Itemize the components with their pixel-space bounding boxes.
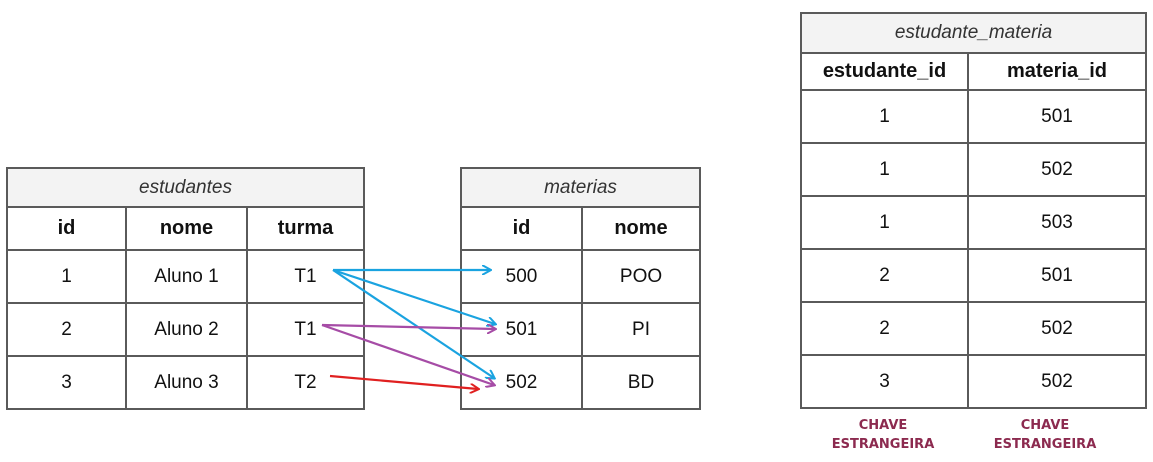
cell-estudante-id: 2	[800, 301, 969, 356]
table-row: 1 Aluno 1 T1	[6, 249, 365, 304]
foreign-key-label-materia-id: CHAVE ESTRANGEIRA	[993, 418, 1097, 452]
table-row: 3 502	[800, 354, 1148, 409]
cell-turma: T2	[246, 355, 365, 410]
table-title: estudantes	[6, 167, 365, 208]
table-row: 1 503	[800, 195, 1148, 250]
cell-nome: Aluno 2	[125, 302, 248, 357]
cell-materia-id: 501	[966, 89, 1148, 144]
estudantes-table: estudantes id nome turma 1 Aluno 1 T1 2 …	[6, 167, 365, 410]
cell-materia-id: 502	[966, 354, 1148, 409]
cell-estudante-id: 1	[800, 142, 969, 197]
cell-id: 3	[6, 355, 127, 410]
cell-turma: T1	[246, 249, 365, 304]
cell-nome: Aluno 3	[125, 355, 248, 410]
cell-estudante-id: 2	[800, 248, 969, 303]
column-header-materia-id: materia_id	[966, 52, 1148, 91]
cell-id: 501	[460, 302, 583, 357]
column-header-id: id	[460, 206, 583, 251]
cell-materia-id: 501	[966, 248, 1148, 303]
table-row: 2 502	[800, 301, 1148, 356]
cell-id: 502	[460, 355, 583, 410]
cell-materia-id: 502	[966, 142, 1148, 197]
cell-turma: T1	[246, 302, 365, 357]
cell-id: 1	[6, 249, 127, 304]
materias-table: materias id nome 500 POO 501 PI 502 BD	[459, 167, 702, 410]
cell-estudante-id: 1	[800, 89, 969, 144]
column-header-id: id	[6, 206, 127, 251]
table-row: 3 Aluno 3 T2	[6, 355, 365, 410]
table-row: 2 Aluno 2 T1	[6, 302, 365, 357]
cell-estudante-id: 1	[800, 195, 969, 250]
cell-id: 2	[6, 302, 127, 357]
cell-materia-id: 503	[966, 195, 1148, 250]
column-header-nome: nome	[125, 206, 248, 251]
table-row: 1 501	[800, 89, 1148, 144]
table-row: 502 BD	[460, 355, 702, 410]
cell-nome: PI	[580, 302, 702, 357]
cell-nome: BD	[580, 355, 702, 410]
column-header-turma: turma	[246, 206, 365, 251]
cell-estudante-id: 3	[800, 354, 969, 409]
column-header-estudante-id: estudante_id	[800, 52, 969, 91]
column-header-nome: nome	[580, 206, 702, 251]
table-row: 500 POO	[460, 249, 702, 304]
cell-materia-id: 502	[966, 301, 1148, 356]
foreign-key-label-estudante-id: CHAVE ESTRANGEIRA	[831, 418, 935, 452]
table-row: 501 PI	[460, 302, 702, 357]
cell-nome: Aluno 1	[125, 249, 248, 304]
table-title: estudante_materia	[799, 12, 1148, 54]
estudante-materia-table: estudante_materia estudante_id materia_i…	[799, 12, 1148, 409]
cell-id: 500	[460, 249, 583, 304]
cell-nome: POO	[580, 249, 702, 304]
table-title: materias	[459, 167, 702, 208]
table-row: 2 501	[800, 248, 1148, 303]
table-row: 1 502	[800, 142, 1148, 197]
